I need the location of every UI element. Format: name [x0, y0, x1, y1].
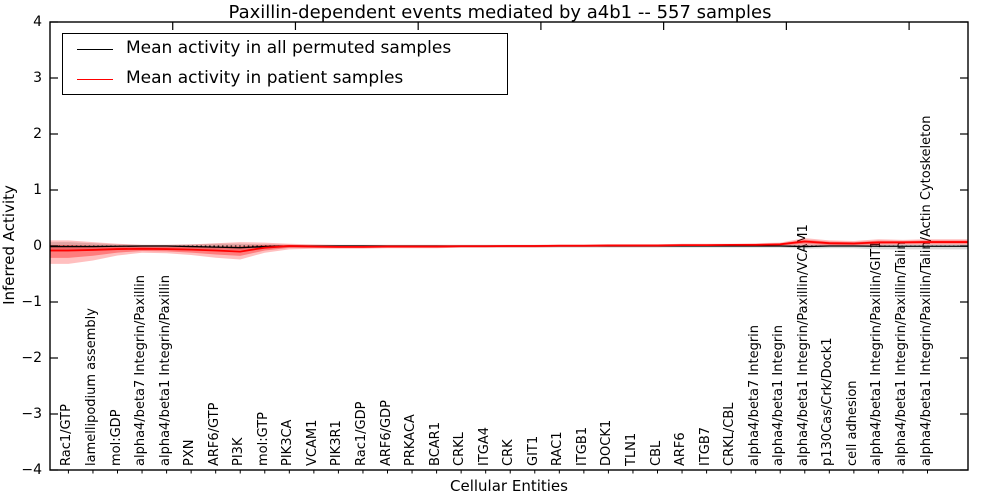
legend-item-patient: Mean activity in patient samples [63, 64, 507, 94]
y-tick-label: −1 [21, 294, 42, 310]
y-tick-label: 4 [33, 14, 42, 30]
y-tick-label: −2 [21, 350, 42, 366]
legend-label-permuted: Mean activity in all permuted samples [126, 38, 452, 58]
legend: Mean activity in all permuted samples Me… [62, 33, 508, 95]
chart-title: Paxillin-dependent events mediated by a4… [228, 2, 772, 23]
y-tick-label: 0 [33, 238, 42, 254]
y-tick-label: 1 [33, 182, 42, 198]
legend-line-patient-samples [77, 78, 113, 80]
y-tick-label: −3 [21, 406, 42, 422]
y-tick-label: 3 [33, 70, 42, 86]
legend-label-patient: Mean activity in patient samples [126, 68, 404, 88]
y-tick-label: 2 [33, 126, 42, 142]
legend-line-permuted-samples [77, 48, 113, 50]
legend-item-permuted: Mean activity in all permuted samples [63, 34, 507, 64]
y-tick-label: −4 [21, 462, 42, 478]
x-axis-label: Cellular Entities [450, 477, 568, 495]
